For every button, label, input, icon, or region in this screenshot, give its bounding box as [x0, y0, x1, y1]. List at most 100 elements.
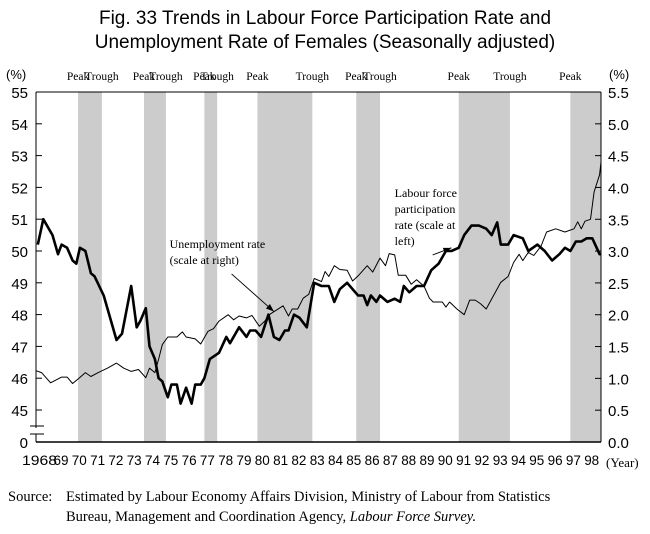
- y-left-tick-label: 55: [11, 85, 28, 102]
- y-left-unit-label: (%): [6, 67, 26, 82]
- x-tick-label: 85: [346, 452, 361, 468]
- x-tick-label: 90: [438, 452, 453, 468]
- x-tick-label: 78: [218, 452, 233, 468]
- source-line-2-plain: Bureau, Management and Coordination Agen…: [66, 509, 350, 525]
- x-tick-label: 94: [511, 452, 526, 468]
- y-right-tick-label: 4.5: [608, 149, 629, 166]
- x-tick-label: 71: [90, 452, 105, 468]
- participation-rate-line: [36, 217, 601, 405]
- x-tick-label: 72: [108, 452, 123, 468]
- peak-label: Peak: [246, 71, 269, 83]
- y-left-tick-label: 47: [11, 339, 28, 356]
- y-right-tick-label: 0.5: [608, 403, 629, 420]
- recession-bands: [78, 92, 601, 442]
- trough-label: Trough: [200, 71, 234, 83]
- x-tick-label: 81: [273, 452, 288, 468]
- peak-label: Peak: [448, 71, 471, 83]
- y-left-tick-label: 51: [11, 212, 28, 229]
- x-tick-label: 91: [456, 452, 471, 468]
- annotation-arrow-line: [231, 273, 275, 312]
- peak-label: Peak: [133, 71, 156, 83]
- x-tick-label: 83: [310, 452, 325, 468]
- x-tick-label: 95: [529, 452, 544, 468]
- x-tick-label: 97: [566, 452, 581, 468]
- annotation-arrow-head-icon: [265, 303, 274, 312]
- trough-label: Trough: [149, 71, 183, 83]
- y-right-tick-label: 5.0: [608, 117, 629, 134]
- x-tick-label: 1968: [22, 452, 57, 468]
- x-tick-label: 96: [548, 452, 563, 468]
- y-left-tick-label: 45: [11, 403, 28, 420]
- x-tick-label: 77: [200, 452, 215, 468]
- source-line-2: Bureau, Management and Coordination Agen…: [66, 507, 650, 527]
- x-tick-label: 89: [420, 452, 435, 468]
- x-tick-label: 69: [54, 452, 69, 468]
- y-left-tick-label: 53: [11, 149, 28, 166]
- y-left-tick-label: 48: [11, 308, 28, 325]
- axes: 0 45 46 47 48 49 50 51 52 53 54 55 (%) 0.0 0.5 1.0 1.5 2.…: [6, 67, 639, 470]
- source-line-1: Estimated by Labour Economy Affairs Divi…: [66, 489, 551, 505]
- x-tick-label: 73: [127, 452, 142, 468]
- y-right-tick-label: 3.5: [608, 212, 629, 229]
- x-axis-label: (Year): [606, 455, 639, 470]
- y-right-tick-label: 1.5: [608, 340, 629, 357]
- annotation-text: Labour force: [395, 186, 457, 200]
- y-left-tick-label: 54: [11, 117, 28, 134]
- x-tick-label: 84: [328, 452, 343, 468]
- x-tick-label: 88: [401, 452, 416, 468]
- series-lines: [35, 161, 602, 405]
- x-tick-label: 76: [182, 452, 197, 468]
- recession-band: [143, 92, 166, 442]
- x-tick-label: 70: [72, 452, 87, 468]
- trough-label: Trough: [85, 71, 119, 83]
- trough-label: Trough: [296, 71, 330, 83]
- y-left-tick-label: 49: [11, 276, 28, 293]
- chart-title-line-2: Unemployment Rate of Females (Seasonally…: [94, 32, 556, 53]
- annotation-text: Unemployment rate: [170, 237, 266, 251]
- x-tick-label: 87: [383, 452, 398, 468]
- x-tick-label: 82: [291, 452, 306, 468]
- source-text: Estimated by Labour Economy Affairs Divi…: [66, 487, 650, 527]
- x-tick-label: 75: [163, 452, 178, 468]
- y-right-tick-label: 0.0: [608, 435, 629, 452]
- y-right-tick-label: 2.5: [608, 276, 629, 293]
- trough-label: Trough: [363, 71, 397, 83]
- chart-title-line-1: Fig. 33 Trends in Labour Force Participa…: [98, 8, 552, 29]
- peak-label: Peak: [345, 71, 368, 83]
- y-right-tick-label: 5.5: [608, 85, 629, 102]
- peak-label: Peak: [67, 71, 90, 83]
- y-left-tick-label: 46: [11, 371, 28, 388]
- trough-label: Trough: [493, 71, 527, 83]
- annotation-arrow-head-icon: [442, 247, 452, 254]
- y-right-tick-label: 3.0: [608, 244, 629, 261]
- source-line-2-italic: Labour Force Survey.: [349, 509, 477, 525]
- x-tick-label: 98: [584, 452, 599, 468]
- annotation-text: participation: [395, 202, 456, 216]
- annotation-text: (scale at right): [170, 253, 239, 267]
- x-tick-label: 93: [493, 452, 508, 468]
- y-right-tick-label: 2.0: [608, 308, 629, 325]
- x-tick-label: 80: [255, 452, 270, 468]
- y-left-tick-label: 50: [11, 244, 28, 261]
- source-label: Source:: [8, 489, 53, 505]
- recession-band: [570, 92, 601, 442]
- y-right-tick-label: 1.0: [608, 371, 629, 388]
- x-tick-label: 79: [237, 452, 252, 468]
- unemployment-rate-line: [35, 161, 602, 384]
- annotation-text: rate (scale at: [395, 218, 456, 232]
- peak-label: Peak: [193, 71, 216, 83]
- x-tick-label: 92: [474, 452, 489, 468]
- peak-label: Peak: [559, 71, 582, 83]
- x-tick-label: 74: [145, 452, 160, 468]
- recession-band: [458, 92, 510, 442]
- y-right-unit-label: (%): [609, 67, 629, 82]
- x-tick-label: 86: [365, 452, 380, 468]
- recession-band: [257, 92, 313, 442]
- y-left-tick-label: 52: [11, 180, 28, 197]
- recession-band: [204, 92, 218, 442]
- annotation-text: left): [395, 234, 415, 248]
- annotations: Unemployment rate (scale at right) Labour …: [170, 186, 457, 312]
- y-right-tick-label: 4.0: [608, 180, 629, 197]
